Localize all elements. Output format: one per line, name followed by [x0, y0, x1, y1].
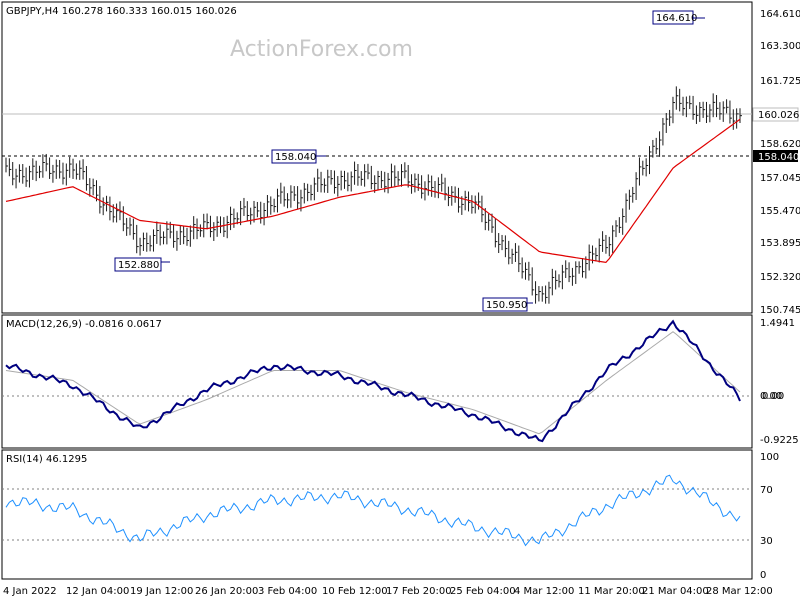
annotation-152880-text: 152.880 [118, 260, 159, 271]
macd-panel-frame [1, 314, 753, 449]
level-label-text: 158.040 [758, 152, 799, 163]
moving-average-line [5, 118, 741, 264]
x-tick: 25 Feb 04:00 [450, 586, 516, 597]
annotation-150950: 150.950 [482, 297, 533, 312]
macd-tick: 0.00 [762, 391, 784, 402]
x-tick: 11 Mar 20:00 [578, 586, 645, 597]
x-tick: 28 Mar 12:00 [706, 586, 773, 597]
annotation-150950-text: 150.950 [486, 300, 527, 311]
x-tick: 4 Jan 2022 [3, 586, 57, 597]
price-tick: 150.745 [760, 305, 800, 316]
price-tick: 161.725 [760, 76, 800, 87]
x-tick: 19 Jan 12:00 [130, 586, 193, 597]
rsi-line [5, 474, 741, 547]
annotation-158040-text: 158.040 [275, 152, 316, 163]
price-tick: 164.610 [760, 9, 800, 20]
last-price-label: 160.026 [752, 107, 799, 122]
watermark: ActionForex.com [230, 37, 413, 62]
price-tick: 155.470 [760, 206, 800, 217]
rsi-y-axis: 100 70 30 0 [760, 452, 779, 581]
macd-tick: 1.4941 [760, 318, 795, 329]
rsi-tick: 70 [760, 485, 773, 496]
macd-tick: -0.9225 [760, 435, 799, 446]
macd-y-axis: 1.4941 0.00 0.00 -0.9225 [760, 318, 799, 446]
rsi-header: RSI(14) 46.1295 [6, 454, 87, 465]
annotation-164610: 164.610 [652, 10, 705, 25]
x-tick: 10 Feb 12:00 [322, 586, 388, 597]
price-tick: 163.300 [760, 41, 800, 52]
macd-signal-line [5, 331, 741, 435]
x-tick: 4 Mar 12:00 [514, 586, 574, 597]
x-tick: 26 Jan 20:00 [195, 586, 258, 597]
price-panel-frame [1, 1, 753, 314]
price-bars [5, 86, 742, 304]
x-tick: 17 Feb 20:00 [386, 586, 452, 597]
price-tick: 157.045 [760, 173, 800, 184]
rsi-panel-frame [1, 449, 753, 580]
price-y-axis: 164.610 163.300 161.725 158.620 157.045 … [760, 9, 800, 316]
x-tick: 12 Jan 04:00 [66, 586, 129, 597]
price-tick: 158.620 [760, 139, 800, 150]
rsi-tick: 100 [760, 452, 779, 463]
annotation-152880: 152.880 [114, 257, 170, 272]
price-header: GBPJPY,H4 160.278 160.333 160.015 160.02… [6, 6, 237, 17]
last-price-text: 160.026 [758, 110, 799, 121]
x-tick: 3 Feb 04:00 [258, 586, 317, 597]
price-tick: 153.895 [760, 238, 800, 249]
rsi-tick: 30 [760, 536, 773, 547]
rsi-tick: 0 [760, 570, 766, 581]
macd-line [5, 319, 741, 443]
macd-tick: 0.00 [760, 391, 782, 402]
price-tick: 152.320 [760, 272, 800, 283]
level-label: 158.040 [753, 150, 799, 163]
x-tick: 21 Mar 04:00 [642, 586, 709, 597]
annotation-164610-text: 164.610 [656, 13, 697, 24]
annotation-158040: 158.040 [271, 149, 326, 164]
macd-header: MACD(12,26,9) -0.0816 0.0617 [6, 319, 162, 330]
x-axis: 4 Jan 2022 12 Jan 04:00 19 Jan 12:00 26 … [3, 586, 773, 597]
